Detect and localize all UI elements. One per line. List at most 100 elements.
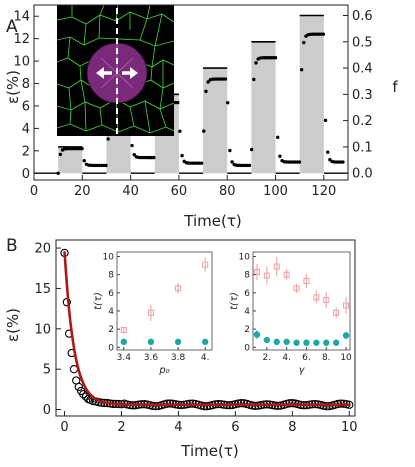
- inset-p0: 3.4 3.6 3.8 4. 0 2 4 6 8 10 p₀ t(τ): [93, 251, 213, 376]
- y-left-tick-label: 2: [22, 144, 30, 159]
- strain-point: [202, 129, 206, 133]
- strain-point: [285, 399, 294, 408]
- strain-point: [151, 402, 160, 411]
- panel-a-right-axis-label: f: [392, 78, 398, 96]
- y-left-tick-label: 10: [13, 55, 30, 70]
- strain-point: [80, 146, 84, 151]
- inset-x-tick-label: 2.: [263, 353, 272, 363]
- strain-point: [236, 399, 246, 408]
- y-tick-label: 10: [34, 322, 51, 337]
- y-right-tick-label: 0.6: [352, 9, 373, 24]
- open-square-marker: [175, 285, 182, 292]
- strain-point: [56, 171, 60, 175]
- force-bar: [203, 68, 228, 174]
- filled-circle-marker: [342, 332, 350, 339]
- panel-b-y-axis-label: ε(%): [4, 308, 22, 342]
- y-tick-label: 5: [43, 363, 51, 378]
- strain-point: [204, 89, 208, 94]
- inset-y-axis-label: t(τ): [229, 292, 240, 310]
- x-tick-label: 0: [30, 184, 38, 199]
- inset-y-tick-label: 4: [108, 307, 114, 317]
- x-tick-label: 120: [311, 184, 336, 199]
- panel-a-frame: [33, 4, 349, 181]
- strain-point: [58, 152, 63, 157]
- panel-a-axes: 0 20 40 60 80 100 120 0 2 4 6 8 10 12 14 0.0 0.1 0.2 0.3 0.…: [13, 4, 373, 199]
- strain-point: [223, 77, 228, 81]
- x-tick-label: 2: [117, 420, 125, 435]
- strain-point: [176, 100, 180, 105]
- inset-y-tick-label: 4: [244, 307, 250, 317]
- strain-point: [206, 80, 210, 84]
- strain-point: [341, 160, 345, 164]
- inset-y-tick-label: 10: [103, 253, 115, 263]
- inset-y-tick-label: 0: [108, 343, 114, 353]
- x-tick-label: 0: [60, 420, 68, 435]
- x-tick-label: 4: [174, 420, 182, 435]
- inset-x-tick-label: 10: [340, 353, 352, 363]
- panel-b-frame: [55, 239, 356, 417]
- inset-x-tick-label: 4.: [201, 353, 210, 363]
- inset-y-tick-label: 2: [108, 325, 114, 335]
- strain-point: [302, 40, 306, 45]
- filled-circle-marker: [147, 338, 155, 346]
- strain-point: [254, 61, 258, 65]
- inset-y-tick-label: 0: [244, 343, 250, 353]
- strain-point: [299, 68, 304, 72]
- strain-point: [276, 135, 280, 140]
- y-tick-label: 0: [43, 403, 51, 418]
- strain-point: [249, 147, 254, 152]
- filled-circle-marker: [332, 339, 340, 346]
- y-right-tick-label: 0.2: [352, 114, 373, 129]
- strain-point: [180, 153, 184, 158]
- filled-circle-marker: [174, 338, 182, 346]
- strain-point: [228, 148, 232, 153]
- open-square-marker: [293, 285, 300, 292]
- open-square-marker: [120, 327, 127, 334]
- strain-point: [104, 163, 108, 168]
- inset-y-axis-label: t(τ): [93, 292, 104, 310]
- panel-b-x-axis-label: Time(τ): [180, 442, 238, 460]
- tissue-inset: [57, 5, 174, 136]
- panel-a-left-axis-label: ε(%): [4, 70, 22, 104]
- open-square-marker: [333, 309, 340, 316]
- y-left-tick-label: 8: [22, 77, 30, 92]
- y-right-tick-label: 0.0: [352, 167, 373, 182]
- strain-point: [297, 160, 302, 164]
- filled-circle-marker: [313, 339, 320, 346]
- strain-point: [82, 159, 86, 163]
- inset-y-tick-label: 8: [108, 271, 114, 281]
- inset-y-tick-label: 10: [239, 253, 251, 263]
- filled-circle-marker: [323, 339, 330, 346]
- strain-point: [130, 143, 134, 148]
- y-right-tick-label: 0.1: [352, 140, 373, 155]
- strain-point: [252, 77, 256, 82]
- strain-point: [152, 155, 156, 160]
- open-square-marker: [323, 297, 330, 304]
- inset-x-tick-label: 3.4: [117, 353, 132, 363]
- x-tick-label: 10: [341, 420, 358, 435]
- x-tick-label: 20: [74, 184, 91, 199]
- y-right-tick-label: 0.3: [352, 88, 373, 103]
- open-square-marker: [283, 271, 290, 278]
- strain-point: [321, 32, 326, 36]
- strain-point: [230, 160, 234, 164]
- filled-circle-marker: [120, 338, 127, 346]
- filled-circle-marker: [202, 338, 209, 346]
- panel-a: A: [4, 4, 398, 230]
- inset-x-tick-label: 8.: [322, 353, 331, 363]
- strain-point: [199, 161, 204, 165]
- open-square-marker: [147, 309, 154, 316]
- inset-frame: [252, 251, 351, 351]
- panel-b-label: B: [6, 236, 18, 256]
- fit-curve: [63, 251, 350, 406]
- filled-circle-marker: [273, 338, 280, 346]
- filled-circle-marker: [283, 338, 290, 346]
- strain-point: [74, 382, 83, 392]
- strain-point: [278, 154, 282, 158]
- filled-circle-marker: [303, 339, 310, 346]
- filled-circle-marker: [253, 331, 261, 338]
- strain-point: [79, 390, 88, 399]
- strain-point: [199, 402, 209, 411]
- strain-point: [288, 399, 297, 408]
- strain-point: [326, 150, 330, 154]
